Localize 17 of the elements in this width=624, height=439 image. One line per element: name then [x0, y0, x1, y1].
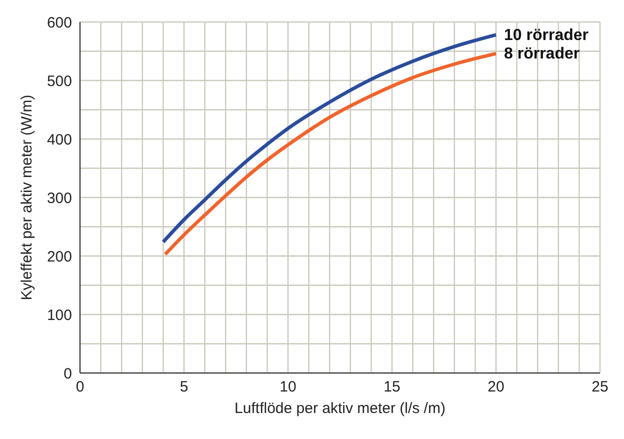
- y-tick-label: 200: [46, 248, 72, 266]
- x-tick-label: 25: [592, 378, 608, 396]
- y-tick-label: 500: [46, 72, 72, 90]
- y-tick-label: 0: [64, 365, 72, 382]
- x-tick-label: 15: [384, 378, 400, 396]
- x-tick-label: 20: [488, 378, 504, 396]
- series-label: 10 rörrader: [504, 26, 588, 44]
- series-label: 8 rörrader: [504, 46, 580, 63]
- y-tick-label: 100: [46, 306, 72, 324]
- y-tick-label: 400: [46, 131, 72, 148]
- y-tick-label: 300: [46, 190, 72, 207]
- y-axis-title: Kyleffekt per aktiv meter (W/m): [18, 94, 36, 300]
- x-tick-label: 10: [280, 378, 296, 396]
- x-tick-label: 5: [180, 378, 188, 396]
- y-tick-label: 600: [46, 14, 72, 32]
- x-axis-title: Luftflöde per aktiv meter (l/s /m): [234, 400, 446, 417]
- x-tick-label: 0: [76, 378, 84, 396]
